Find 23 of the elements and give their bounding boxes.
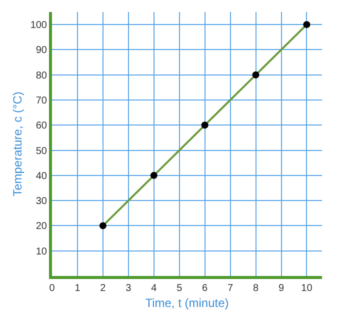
x-tick-label: 3 (126, 283, 132, 294)
y-tick-label: 90 (36, 45, 48, 56)
y-tick-label: 30 (36, 196, 48, 208)
y-tick-label: 60 (36, 120, 48, 132)
x-tick-label: 9 (278, 283, 284, 294)
y-tick-label: 50 (36, 146, 48, 157)
y-tick-label: 10 (36, 246, 48, 258)
x-tick-label: 1 (74, 283, 81, 294)
x-tick-label: 5 (176, 283, 183, 294)
x-axis-title: Time, t (minute) (145, 296, 229, 310)
x-tick-label: 6 (202, 283, 208, 294)
y-tick-label: 100 (30, 20, 48, 32)
x-tick-label: 8 (252, 283, 259, 294)
x-tick-label: 2 (100, 283, 106, 294)
y-tick-label: 40 (36, 170, 48, 182)
x-tick-label: 0 (49, 283, 56, 294)
y-tick-label: 80 (36, 70, 48, 82)
y-tick-label: 20 (36, 221, 48, 232)
x-tick-label: 4 (151, 283, 158, 294)
x-tick-label: 10 (301, 283, 313, 294)
x-tick-label: 7 (228, 283, 234, 294)
y-axis-title: Temperature, c (°C) (10, 92, 25, 196)
y-tick-label: 70 (36, 96, 48, 106)
